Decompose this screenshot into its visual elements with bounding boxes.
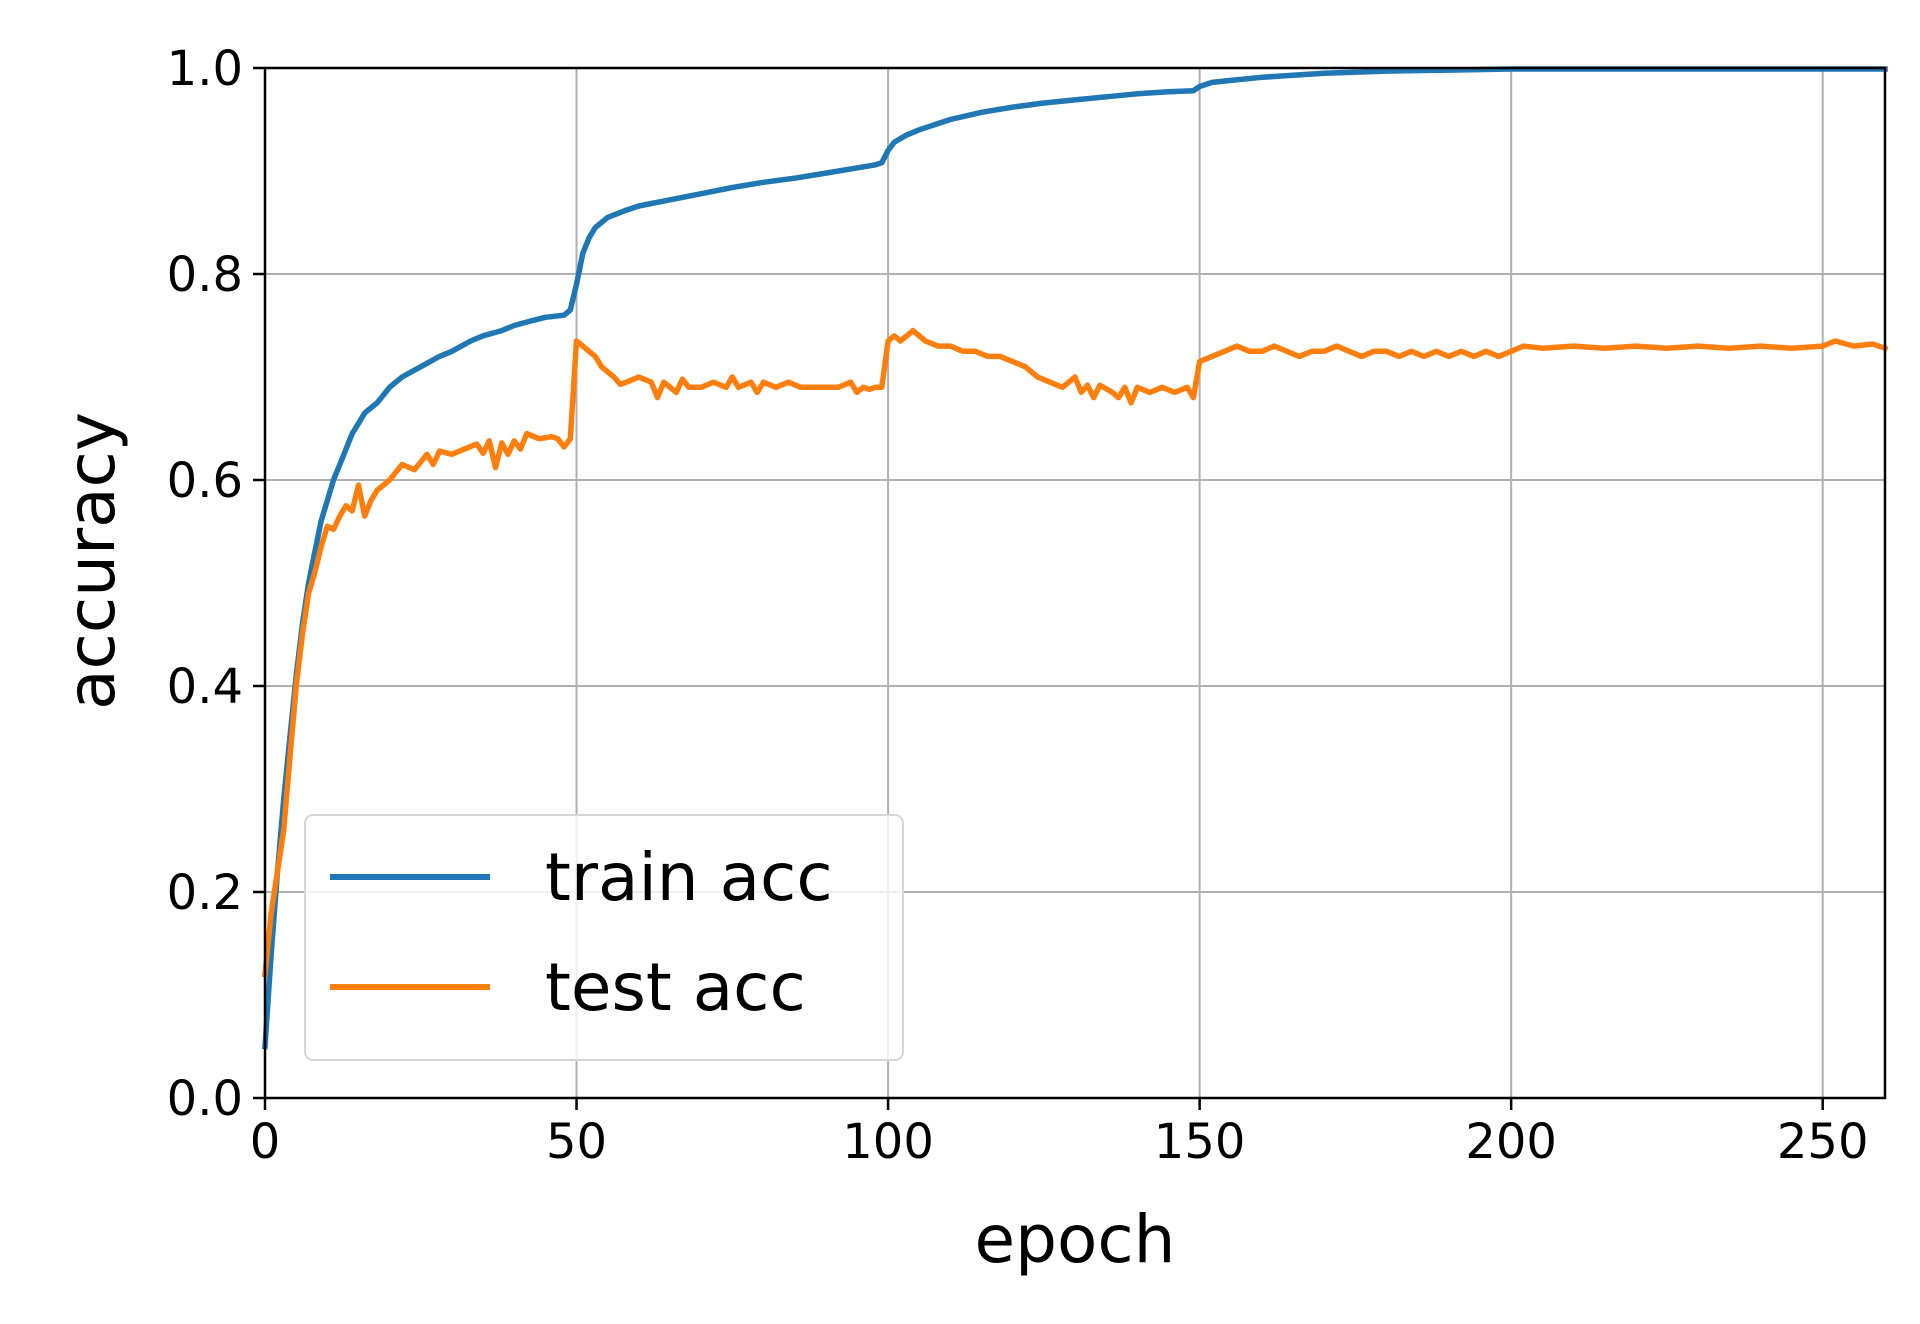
x-tick-label: 200 [1465,1114,1557,1170]
legend-label: train acc [545,839,833,916]
y-axis-label: accuracy [53,412,130,710]
x-axis-label: epoch [975,1201,1176,1278]
y-tick-label: 0.0 [167,1071,243,1127]
plot-frame [263,66,1887,1100]
x-tick-label: 250 [1777,1114,1869,1170]
y-tick-label: 0.2 [167,865,243,921]
y-tick-label: 1.0 [167,41,243,97]
legend-label: test acc [545,949,806,1026]
x-tick-label: 0 [250,1114,281,1170]
y-tick-label: 0.4 [167,659,243,715]
series-layer [261,66,1889,1050]
x-tick-label: 50 [546,1114,607,1170]
series-line-train-acc [262,66,1888,1050]
legend: train acc test acc [304,814,904,1061]
y-tick-label: 0.6 [167,453,243,509]
tick-layer: 0 50 100 150 200 250 0.0 0.2 0.4 0.6 0.8 1.0 [167,41,1869,1170]
x-tick-label: 150 [1154,1114,1246,1170]
series-line-test-acc [261,327,1889,978]
y-tick-label: 0.8 [167,247,243,303]
x-tick-label: 100 [842,1114,934,1170]
